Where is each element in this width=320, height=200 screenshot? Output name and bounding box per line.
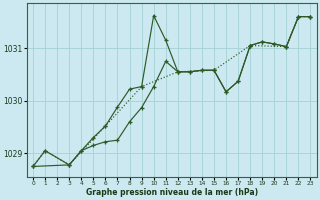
- X-axis label: Graphe pression niveau de la mer (hPa): Graphe pression niveau de la mer (hPa): [86, 188, 258, 197]
